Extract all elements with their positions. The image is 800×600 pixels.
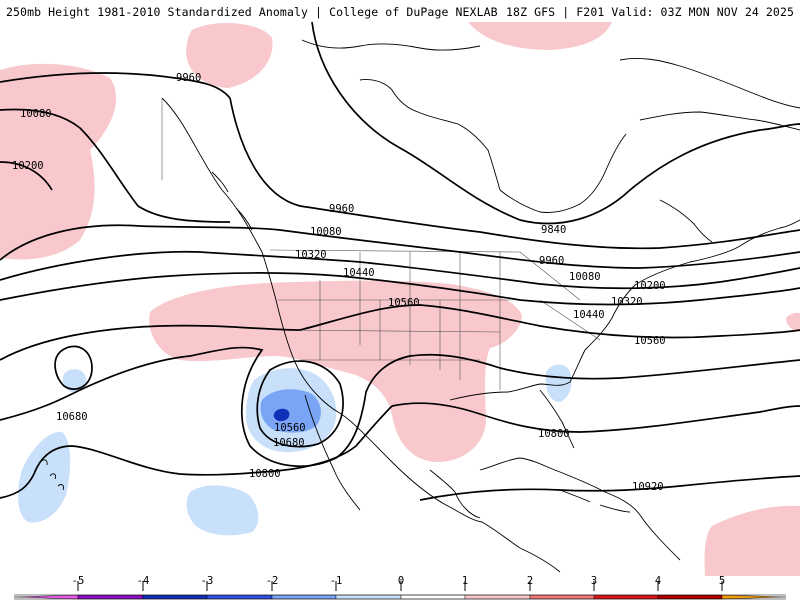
- contour-label: 10080: [20, 108, 52, 120]
- positive-anomaly-area: [186, 23, 273, 88]
- contour-label: 10200: [12, 160, 44, 172]
- contour-label: 10080: [569, 271, 601, 283]
- contour-10680-small: [54, 345, 93, 390]
- contour-label: 9840: [541, 224, 566, 236]
- colorbar-swatch: [142, 594, 208, 600]
- negative-anomaly-area: [18, 431, 71, 523]
- contour-label: 10320: [295, 249, 327, 261]
- colorbar-tick-label: -5: [72, 575, 85, 587]
- negative-anomaly-area: [186, 485, 259, 536]
- contour-10560-main: [0, 304, 800, 361]
- height-contours: [0, 21, 800, 501]
- positive-anomaly-area: [0, 63, 117, 260]
- positive-anomaly-area: [149, 280, 522, 463]
- colorbar-tick-label: 3: [591, 575, 597, 587]
- contour-label: 10320: [611, 296, 643, 308]
- colorbar-tick-label: 5: [719, 575, 725, 587]
- contour-label: 10080: [310, 226, 342, 238]
- colorbar-swatch: [464, 594, 531, 600]
- negative-anomaly-area: [545, 364, 572, 402]
- contour-label: 10680: [273, 437, 305, 449]
- contour-10440: [0, 272, 800, 306]
- colorbar-swatch: [657, 594, 723, 600]
- contour-10320: [0, 250, 800, 290]
- header-title-left: 250mb Height 1981-2010 Standardized Anom…: [6, 5, 498, 19]
- colorbar-swatch: [400, 594, 466, 600]
- contour-label: 10440: [573, 309, 605, 321]
- colorbar-swatch: [529, 594, 595, 600]
- contour-label: 10440: [343, 267, 375, 279]
- colorbar-swatch: [593, 594, 659, 600]
- contour-10800-west: [0, 405, 393, 499]
- contour-label: 10200: [634, 280, 666, 292]
- contour-label: 9960: [176, 72, 201, 84]
- positive-anomaly-area: [786, 312, 800, 332]
- contour-label: 10800: [538, 428, 570, 440]
- contour-label: 9960: [329, 203, 354, 215]
- colorbar-labels: -5 -4 -3 -2 -1 0 1 2 3 4 5: [72, 575, 725, 587]
- colorbar-ticks: [77, 581, 723, 591]
- colorbar-swatch: [206, 594, 273, 600]
- colorbar-swatch: [271, 594, 337, 600]
- colorbar-tick-label: -2: [266, 575, 279, 587]
- contour-label: 10560: [634, 335, 666, 347]
- contour-10200-west: [0, 161, 53, 191]
- colorbar-swatches: [13, 594, 787, 600]
- colorbar-tick-label: -4: [137, 575, 150, 587]
- contour-9960-west: [0, 72, 231, 99]
- positive-anomaly-area: [704, 505, 800, 576]
- color-bar: -5 -4 -3 -2 -1 0 1 2 3 4 5: [13, 575, 787, 600]
- colorbar-swatch: [335, 594, 402, 600]
- contour-label-group: 9960 10080 10200 9960 10080 9840 10320 1…: [12, 72, 666, 493]
- colorbar-tick-label: 1: [462, 575, 468, 587]
- colorbar-swatch: [13, 594, 79, 600]
- contour-label: 10800: [249, 468, 281, 480]
- negative-anomaly-area: [62, 369, 87, 393]
- anomaly-shading: [0, 22, 800, 576]
- contour-label: 10680: [56, 411, 88, 423]
- contour-label: 9960: [539, 255, 564, 267]
- colorbar-swatch: [77, 594, 144, 600]
- contour-9960-main: [229, 97, 800, 250]
- contour-label: 10920: [632, 481, 664, 493]
- contour-10080-main: [0, 224, 800, 269]
- contour-10800-east: [391, 402, 800, 433]
- colorbar-swatch: [721, 594, 787, 600]
- negative-anomaly-area: [273, 408, 290, 422]
- colorbar-tick-label: 2: [527, 575, 533, 587]
- contour-label: 10560: [274, 422, 306, 434]
- contour-10560-low: [256, 360, 344, 448]
- colorbar-tick-label: -3: [201, 575, 214, 587]
- colorbar-tick-label: 0: [398, 575, 404, 587]
- contour-10080-west: [0, 108, 231, 223]
- negative-anomaly-area: [260, 389, 321, 433]
- header-title-right: 18Z GFS | F201 Valid: 03Z MON NOV 24 202…: [506, 5, 794, 19]
- contour-label: 10560: [388, 297, 420, 309]
- contour-10920: [419, 475, 800, 501]
- colorbar-tick-label: -1: [330, 575, 343, 587]
- coastlines: [39, 39, 800, 573]
- colorbar-tick-label: 4: [655, 575, 661, 587]
- contour-9840: [311, 21, 800, 225]
- positive-anomaly-area: [468, 22, 612, 50]
- weather-map: 9960 10080 10200 9960 10080 9840 10320 1…: [0, 21, 800, 576]
